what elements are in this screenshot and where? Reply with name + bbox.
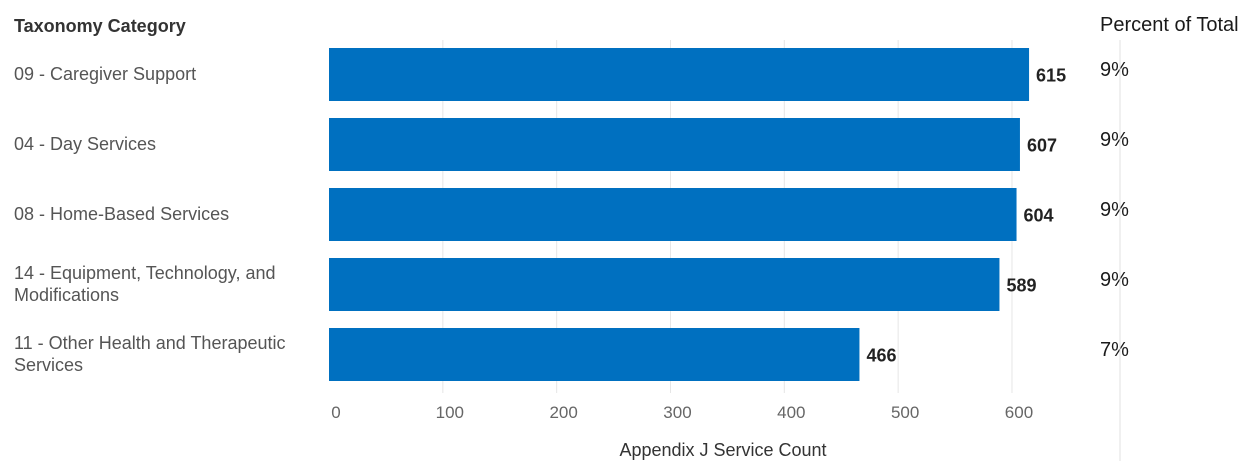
bar-value-label-4: 466 xyxy=(866,346,896,366)
category-label-line: 08 - Home-Based Services xyxy=(14,203,230,224)
percent-column-title: Percent of Total xyxy=(1100,14,1239,36)
x-tick-label-1: 100 xyxy=(436,403,464,422)
x-tick-label-3: 300 xyxy=(663,403,691,422)
x-tick-label-6: 600 xyxy=(1005,403,1033,422)
category-label-line: 04 - Day Services xyxy=(14,133,157,154)
x-tick-label-0: 0 xyxy=(331,403,340,422)
bar-value-label-1: 607 xyxy=(1027,136,1057,156)
bar-3 xyxy=(329,258,1000,311)
category-label-3: 14 - Equipment, Technology, and Modificat… xyxy=(14,262,324,306)
x-tick-label-5: 500 xyxy=(891,403,919,422)
category-label-line: 11 - Other Health and Therapeutic xyxy=(14,332,286,353)
category-label-line: 14 - Equipment, Technology, and xyxy=(14,262,276,283)
category-label-4: 11 - Other Health and Therapeutic Service… xyxy=(14,332,324,376)
percent-label-0: 9% xyxy=(1100,59,1129,81)
percent-label-4: 7% xyxy=(1100,339,1129,361)
x-tick-label-4: 400 xyxy=(777,403,805,422)
category-label-line: Services xyxy=(14,354,84,375)
bar-value-label-2: 604 xyxy=(1024,206,1054,226)
category-label-line: 09 - Caregiver Support xyxy=(14,63,197,84)
x-tick-label-2: 200 xyxy=(549,403,577,422)
bar-4 xyxy=(329,328,860,381)
category-label-line: Modifications xyxy=(14,284,120,305)
category-label-0: 09 - Caregiver Support xyxy=(14,63,324,85)
category-label-2: 08 - Home-Based Services xyxy=(14,203,324,225)
bar-0 xyxy=(329,48,1030,101)
bar-value-label-0: 615 xyxy=(1036,66,1066,86)
category-axis-title: Taxonomy Category xyxy=(14,16,186,36)
category-label-1: 04 - Day Services xyxy=(14,133,324,155)
bar-2 xyxy=(329,188,1017,241)
percent-label-3: 9% xyxy=(1100,269,1129,291)
percent-label-1: 9% xyxy=(1100,129,1129,151)
percent-label-2: 9% xyxy=(1100,199,1129,221)
x-axis-title: Appendix J Service Count xyxy=(619,440,827,460)
bar-value-label-3: 589 xyxy=(1006,276,1036,296)
bar-1 xyxy=(329,118,1020,171)
